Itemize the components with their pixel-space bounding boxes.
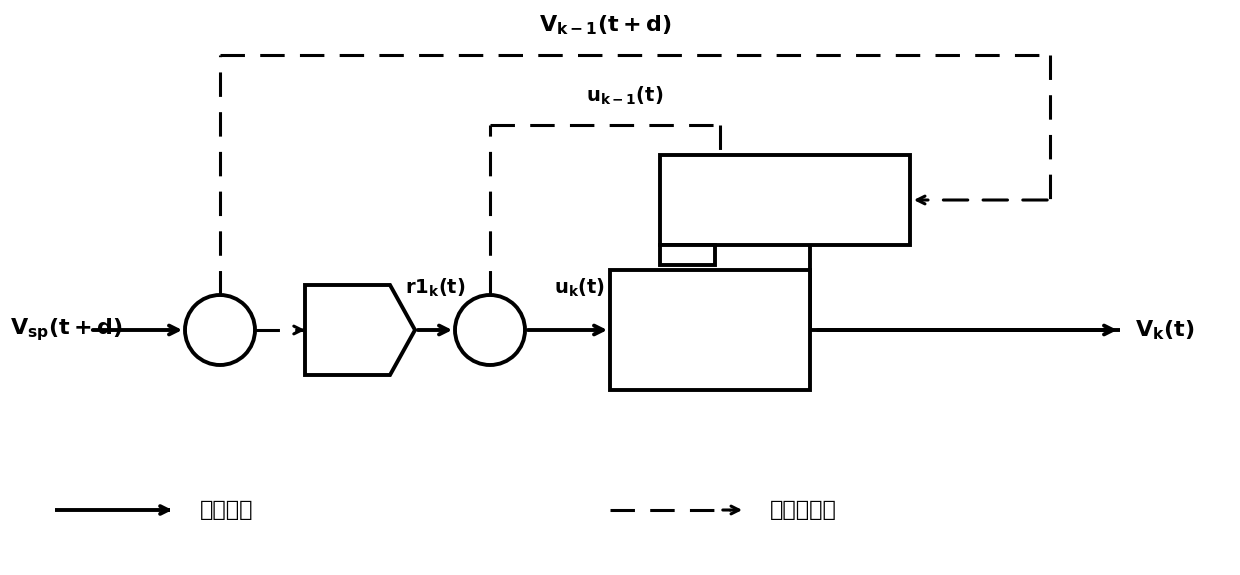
Text: C: C — [337, 318, 357, 342]
Bar — [610, 270, 810, 390]
Text: 内存1: 内存1 — [789, 188, 836, 212]
Text: $\mathbf{V_k(t)}$: $\mathbf{V_k(t)}$ — [1135, 318, 1194, 342]
Text: $\mathbf{u_{k-1}(t)}$: $\mathbf{u_{k-1}(t)}$ — [587, 85, 663, 107]
Text: +: + — [207, 324, 227, 348]
Circle shape — [455, 295, 525, 365]
Text: +: + — [477, 324, 497, 348]
Text: −: − — [222, 300, 242, 324]
Bar — [660, 245, 715, 265]
Polygon shape — [305, 285, 415, 375]
Text: $\mathbf{V_{sp}(t+d)}$: $\mathbf{V_{sp}(t+d)}$ — [10, 317, 123, 343]
Text: 非实时流动: 非实时流动 — [770, 500, 837, 520]
Text: 实时流动: 实时流动 — [200, 500, 253, 520]
Text: $\mathbf{V_{k-1}(t+d)}$: $\mathbf{V_{k-1}(t+d)}$ — [538, 13, 671, 37]
Text: $\mathbf{r1_k(t)}$: $\mathbf{r1_k(t)}$ — [404, 277, 465, 299]
Circle shape — [185, 295, 255, 365]
Text: 过程1: 过程1 — [686, 318, 734, 342]
Text: $\mathbf{u_k(t)}$: $\mathbf{u_k(t)}$ — [554, 277, 605, 299]
Bar — [660, 155, 910, 245]
